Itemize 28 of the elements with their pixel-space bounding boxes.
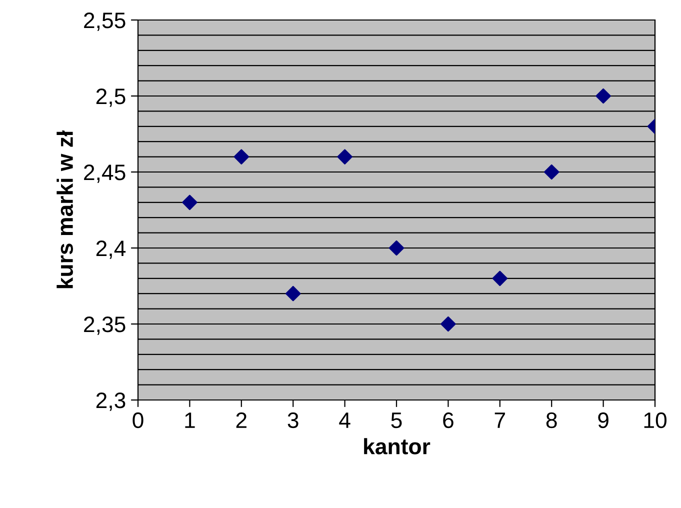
point bbox=[440, 316, 456, 332]
x-tick-label: 8 bbox=[546, 412, 557, 428]
x-tick-label: 1 bbox=[185, 412, 195, 428]
x-tick-label: 6 bbox=[443, 412, 454, 428]
y-tick-label: 2,5 bbox=[96, 88, 126, 107]
point bbox=[182, 194, 198, 210]
y-tick-label: 2,4 bbox=[96, 240, 126, 259]
y-tick-label: 2,35 bbox=[84, 316, 126, 335]
x-tick-label: 4 bbox=[339, 412, 350, 428]
y-tick-label: 2,45 bbox=[84, 164, 126, 183]
point bbox=[596, 88, 611, 104]
point bbox=[544, 164, 560, 180]
point bbox=[337, 149, 352, 164]
x-tick-label: 7 bbox=[494, 412, 505, 428]
x-tick-label: 3 bbox=[288, 412, 298, 428]
y-axis-title: kurs marki w zł bbox=[56, 130, 73, 288]
x-tick-label: 10 bbox=[644, 412, 666, 428]
point bbox=[285, 286, 301, 302]
x-axis-title: kantor bbox=[364, 438, 430, 454]
x-tick-label: 2 bbox=[236, 412, 246, 428]
y-tick-label: 2,3 bbox=[96, 392, 126, 411]
x-tick-label: 9 bbox=[598, 412, 608, 428]
x-tick-label: 5 bbox=[391, 412, 402, 428]
point bbox=[388, 240, 404, 256]
point bbox=[234, 149, 250, 164]
x-tick-label: 0 bbox=[132, 412, 144, 428]
point bbox=[492, 270, 508, 286]
y-tick-label: 2,55 bbox=[84, 12, 126, 31]
